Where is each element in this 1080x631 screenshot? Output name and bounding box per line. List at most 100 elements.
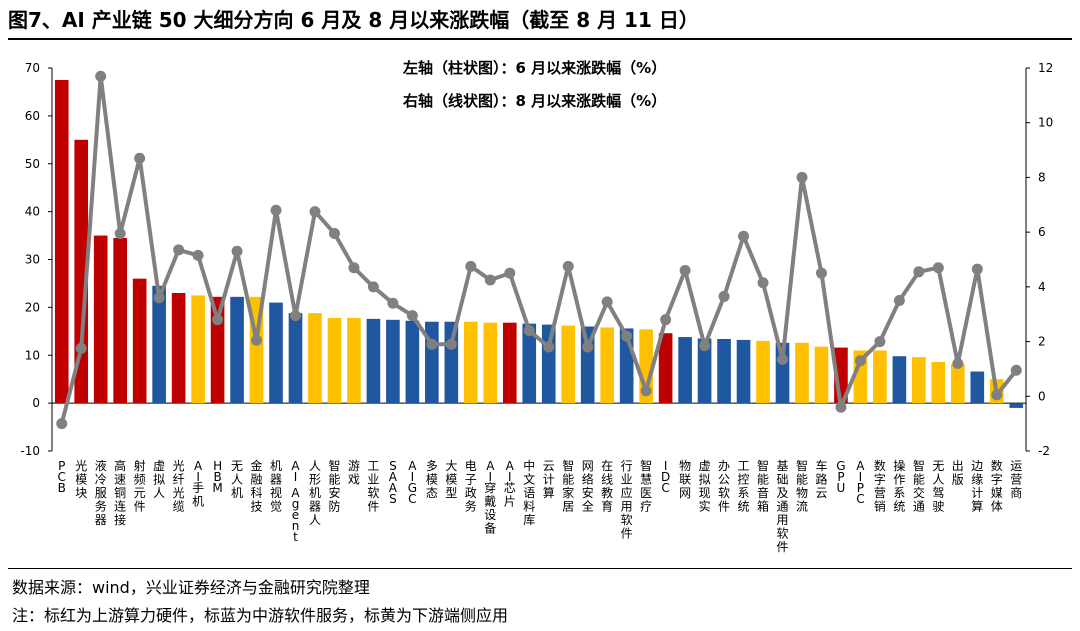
category-label: 物联网 xyxy=(679,459,691,500)
title-rule xyxy=(8,38,1072,40)
line-point-30 xyxy=(621,330,633,342)
line-point-33 xyxy=(679,264,691,276)
category-label: 出版 xyxy=(952,459,964,487)
line-point-47 xyxy=(952,357,964,369)
bar-25 xyxy=(522,323,537,404)
line-point-19 xyxy=(406,310,418,322)
line-point-1 xyxy=(56,418,68,430)
line-point-25 xyxy=(523,325,535,337)
bar-24 xyxy=(502,322,517,404)
bar-35 xyxy=(717,338,731,404)
category-label: 智能安防 xyxy=(328,458,340,514)
category-label: 多模态 xyxy=(426,459,438,500)
bar-3 xyxy=(93,235,108,404)
category-label: 无人驾驶 xyxy=(932,459,944,514)
line-point-38 xyxy=(777,353,788,365)
left-tick-label: 20 xyxy=(25,300,40,314)
bar-47 xyxy=(951,363,965,404)
bar-48 xyxy=(970,371,985,404)
category-label: 大模型 xyxy=(445,459,457,500)
bar-1 xyxy=(54,79,69,404)
bar-33 xyxy=(678,337,692,404)
bar-18 xyxy=(386,319,400,404)
category-label: 车路云 xyxy=(815,458,827,500)
line-point-20 xyxy=(426,338,438,350)
line-point-29 xyxy=(601,296,613,308)
bar-10 xyxy=(230,296,244,404)
left-tick-label: 50 xyxy=(25,157,40,171)
category-label: 虚拟现实 xyxy=(699,459,711,514)
line-point-39 xyxy=(796,171,808,183)
right-tick-label: 4 xyxy=(1038,280,1046,294)
line-point-16 xyxy=(348,262,360,274)
category-label: 智能家居 xyxy=(562,458,574,514)
line-point-32 xyxy=(660,314,672,326)
category-label: 虚拟人 xyxy=(153,459,165,500)
line-point-40 xyxy=(815,267,827,279)
line-point-50 xyxy=(1010,364,1022,376)
line-point-6 xyxy=(153,292,165,304)
line-point-26 xyxy=(543,341,555,353)
line-point-18 xyxy=(387,297,399,309)
bar-12 xyxy=(269,302,283,404)
category-label: 智慧医疗 xyxy=(640,458,652,514)
line-point-10 xyxy=(231,245,243,257)
category-label: 基础及通用软件 xyxy=(776,459,788,554)
line-point-36 xyxy=(738,230,750,242)
bar-21 xyxy=(444,321,459,404)
category-label: 光模块 xyxy=(75,459,87,500)
bar-50 xyxy=(1009,403,1024,408)
line-point-46 xyxy=(932,262,944,274)
bar-23 xyxy=(483,322,498,404)
category-label: 机器视觉 xyxy=(270,459,282,514)
line-point-11 xyxy=(251,334,263,346)
category-label: 人形机器人 xyxy=(309,459,321,527)
source-note: 数据来源：wind，兴业证券经济与金融研究院整理 xyxy=(12,578,370,597)
bar-34 xyxy=(697,338,712,404)
category-label: 液冷服务器 xyxy=(95,458,107,527)
category-label: 高速铜连接 xyxy=(114,458,126,527)
category-label: 游戏 xyxy=(348,459,360,487)
bar-32 xyxy=(658,333,673,404)
bar-17 xyxy=(366,318,381,404)
left-tick-label: 70 xyxy=(25,61,40,75)
bar-36 xyxy=(736,339,751,404)
line-point-28 xyxy=(582,341,594,353)
footer-rule xyxy=(8,568,1072,569)
line-point-3 xyxy=(95,70,107,82)
line-point-21 xyxy=(445,338,457,350)
line-point-31 xyxy=(640,385,652,397)
category-label: 运营商 xyxy=(1010,459,1022,500)
right-tick-label: -2 xyxy=(1038,444,1050,458)
line-point-4 xyxy=(114,228,126,240)
right-tick-label: 10 xyxy=(1038,116,1053,130)
category-label: 光纤光缆 xyxy=(173,459,185,514)
line-point-14 xyxy=(309,206,321,218)
bar-26 xyxy=(541,324,556,404)
category-label: A I 手机 xyxy=(192,459,204,509)
line-point-48 xyxy=(971,263,983,275)
line-point-17 xyxy=(367,281,379,293)
left-tick-label: 40 xyxy=(25,205,40,219)
line-series-aug xyxy=(59,74,1018,425)
category-label: 智能音箱 xyxy=(757,458,769,514)
category-label: 工业软件 xyxy=(367,459,379,514)
line-point-41 xyxy=(835,401,847,413)
category-label: 射频元件 xyxy=(134,458,146,514)
bar-16 xyxy=(347,317,361,404)
line-point-23 xyxy=(484,274,496,286)
bar-6 xyxy=(152,285,166,404)
bar-8 xyxy=(191,295,205,404)
left-tick-label: 10 xyxy=(25,348,40,362)
bar-45 xyxy=(912,357,926,404)
line-point-8 xyxy=(192,249,204,261)
bar-39 xyxy=(795,342,809,404)
line-point-44 xyxy=(893,295,905,307)
left-tick-label: 0 xyxy=(32,396,40,410)
color-note: 注：标红为上游算力硬件，标蓝为中游软件服务，标黄为下游端侧应用 xyxy=(12,606,509,625)
line-point-43 xyxy=(874,336,886,348)
